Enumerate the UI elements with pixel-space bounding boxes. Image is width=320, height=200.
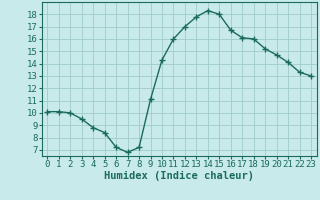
X-axis label: Humidex (Indice chaleur): Humidex (Indice chaleur) — [104, 171, 254, 181]
